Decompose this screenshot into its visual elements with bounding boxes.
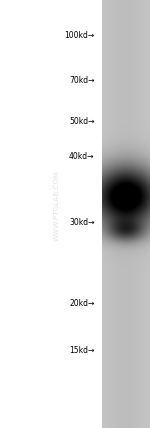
Text: WWW.PTGLAB.COM: WWW.PTGLAB.COM [54,170,60,241]
Text: 70kd→: 70kd→ [69,76,94,85]
Bar [102,0,150,428]
Text: 30kd→: 30kd→ [69,218,94,227]
Text: 100kd→: 100kd→ [64,30,94,40]
Text: 40kd→: 40kd→ [69,152,94,161]
Text: 20kd→: 20kd→ [69,299,94,309]
Text: 15kd→: 15kd→ [69,346,94,356]
Text: 50kd→: 50kd→ [69,117,94,127]
